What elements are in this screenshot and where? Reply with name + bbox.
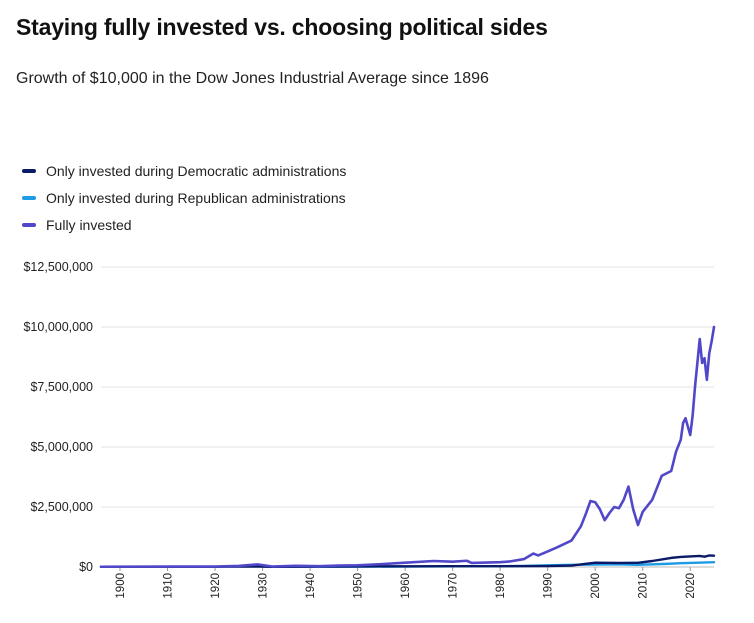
grid-layer — [101, 266, 714, 568]
legend-item-republican: Only invested during Republican administ… — [22, 184, 346, 211]
x-tick-label: 1980 — [495, 573, 507, 599]
legend-label-fully-invested: Fully invested — [46, 216, 132, 233]
x-tick-label: 1930 — [258, 573, 270, 599]
x-tick-label: 1970 — [448, 573, 460, 599]
x-tick-label: 1900 — [115, 573, 127, 599]
series-layer — [99, 325, 716, 569]
legend-item-fully-invested: Fully invested — [22, 211, 346, 238]
legend-label-republican: Only invested during Republican administ… — [46, 189, 346, 206]
y-tick-label: $10,000,000 — [23, 320, 93, 334]
legend-swatch-democratic — [22, 168, 36, 173]
legend-swatch-republican — [22, 195, 36, 200]
x-tick-label: 1960 — [400, 573, 412, 599]
y-tick-label: $2,500,000 — [30, 500, 93, 514]
x-tick-label: 2010 — [638, 573, 650, 599]
x-tick-label: 1950 — [353, 573, 365, 599]
y-tick-label: $0 — [79, 560, 93, 574]
chart-subtitle: Growth of $10,000 in the Dow Jones Indus… — [16, 70, 489, 87]
x-tick-label: 1940 — [305, 573, 317, 599]
x-tick-label: 2020 — [685, 573, 697, 599]
legend-item-democratic: Only invested during Democratic administ… — [22, 157, 346, 184]
series-line-fully-invested — [99, 325, 716, 569]
y-tick-label: $5,000,000 — [30, 440, 93, 454]
legend: Only invested during Democratic administ… — [22, 157, 346, 238]
x-axis-ticks: 1900 1910 1920 1930 1940 1950 1960 1970 1980 1990… — [115, 567, 697, 599]
x-tick-label: 1990 — [543, 573, 555, 599]
y-tick-label: $12,500,000 — [23, 260, 93, 274]
x-tick-label: 1920 — [210, 573, 222, 599]
legend-label-democratic: Only invested during Democratic administ… — [46, 162, 347, 179]
y-axis-ticks: $0 $2,500,000 $5,000,000 $7,500,000 $10,000,… — [23, 260, 93, 574]
legend-swatch-fully-invested — [22, 222, 36, 227]
x-tick-label: 1910 — [163, 573, 175, 599]
x-tick-label: 2000 — [590, 573, 602, 599]
chart-title: Staying fully invested vs. choosing poli… — [16, 14, 548, 40]
y-tick-label: $7,500,000 — [30, 380, 93, 394]
